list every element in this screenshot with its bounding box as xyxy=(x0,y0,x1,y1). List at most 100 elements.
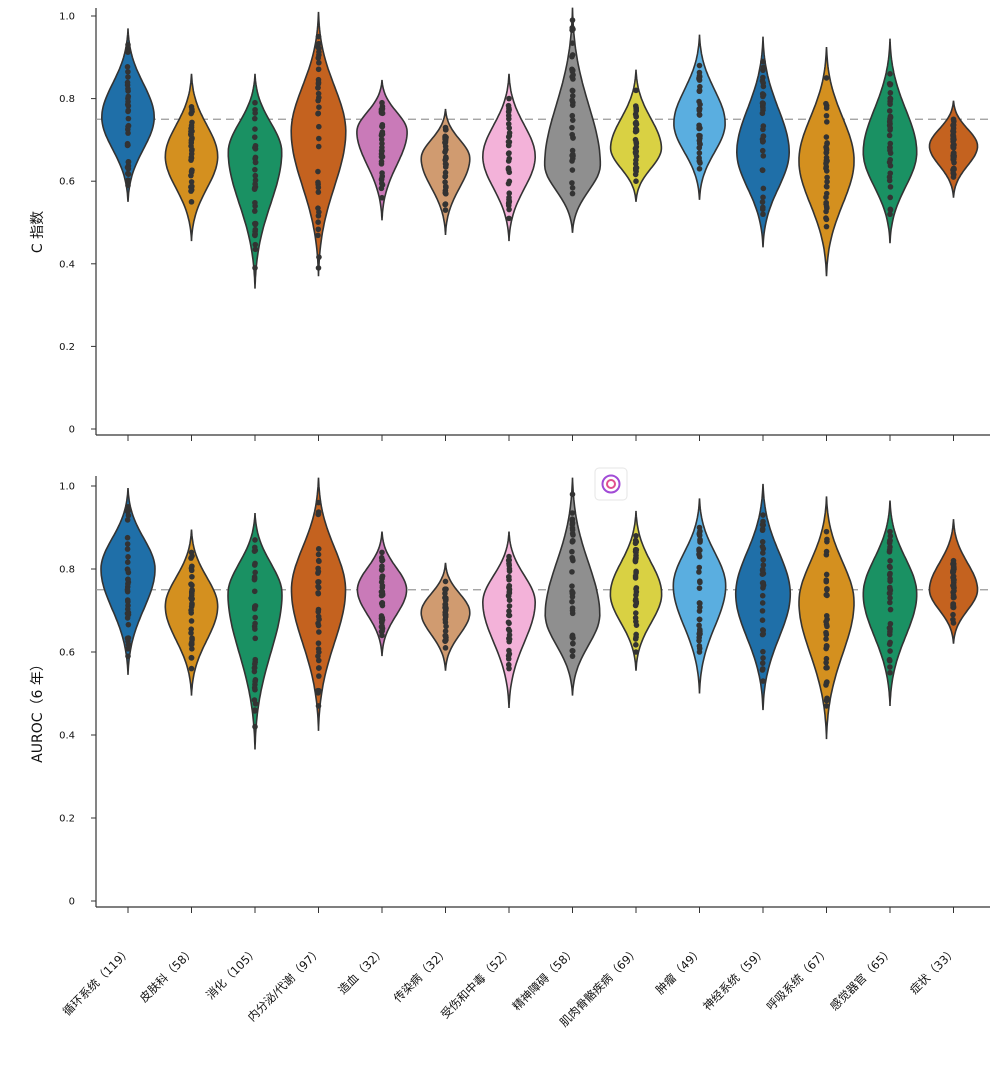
data-point xyxy=(506,116,512,122)
data-point xyxy=(505,180,512,187)
data-point xyxy=(188,607,194,614)
data-point xyxy=(570,590,576,596)
data-point xyxy=(569,653,576,659)
data-point xyxy=(505,166,512,173)
data-point xyxy=(887,576,893,582)
data-point xyxy=(886,656,893,663)
data-point xyxy=(570,153,576,159)
data-point xyxy=(824,679,830,685)
data-point xyxy=(569,180,575,186)
data-point xyxy=(759,566,766,573)
data-point xyxy=(252,635,259,642)
data-point xyxy=(188,104,195,110)
y-tick-label: 0.2 xyxy=(59,342,75,353)
data-point xyxy=(951,588,957,594)
data-point xyxy=(696,649,703,655)
data-point xyxy=(569,569,575,575)
data-point xyxy=(887,620,894,627)
data-point xyxy=(886,641,893,647)
data-point xyxy=(569,40,576,46)
data-point xyxy=(252,626,258,632)
data-point xyxy=(125,122,132,129)
data-point xyxy=(442,616,449,623)
data-point xyxy=(824,538,830,545)
data-point xyxy=(697,604,703,611)
data-point xyxy=(315,622,322,629)
data-point xyxy=(379,99,385,106)
data-point xyxy=(760,512,766,518)
data-point xyxy=(823,703,830,709)
data-point xyxy=(315,546,322,552)
data-point xyxy=(760,138,766,144)
data-point xyxy=(188,199,195,205)
data-point xyxy=(633,622,640,628)
data-point xyxy=(506,125,513,131)
data-point xyxy=(316,59,322,66)
data-point xyxy=(252,603,259,609)
data-point xyxy=(823,636,829,642)
data-point xyxy=(696,585,703,591)
data-point xyxy=(633,586,639,592)
x-tick-label: 呼吸系统（67） xyxy=(764,944,833,1013)
data-point xyxy=(697,160,703,166)
violin xyxy=(100,28,156,202)
data-point xyxy=(379,589,385,596)
data-point xyxy=(697,579,703,586)
data-point xyxy=(125,49,131,55)
data-point xyxy=(379,566,385,573)
data-point xyxy=(887,533,894,539)
data-point xyxy=(823,571,830,578)
data-point xyxy=(443,183,449,190)
data-point xyxy=(506,142,512,149)
data-point xyxy=(315,687,321,694)
data-point xyxy=(570,640,576,647)
y-tick-label: 0.6 xyxy=(59,648,75,659)
data-point xyxy=(569,93,576,99)
data-point xyxy=(887,101,893,107)
data-point xyxy=(823,112,830,119)
data-point xyxy=(759,617,766,623)
data-point xyxy=(950,128,956,134)
data-point xyxy=(124,541,131,547)
data-point xyxy=(887,626,893,633)
data-point xyxy=(633,148,639,155)
data-point xyxy=(696,637,702,644)
data-point xyxy=(188,179,195,185)
data-point xyxy=(887,125,894,131)
data-point xyxy=(632,546,639,553)
data-point xyxy=(252,707,258,713)
data-point xyxy=(125,503,131,510)
data-point xyxy=(887,156,894,163)
data-point xyxy=(125,93,132,100)
data-point xyxy=(696,88,703,94)
data-point xyxy=(188,655,195,661)
data-point xyxy=(315,33,322,40)
data-point xyxy=(442,201,448,208)
data-point xyxy=(442,578,449,585)
c-index-panel: 0 0.2 0.4 0.6 0.8 1.0 C 指数 xyxy=(30,7,990,441)
x-axis-tick-labels: 循环系统（119） 皮肤科（58） 消化（105）内分泌/代谢（97） 造血（32）传… xyxy=(60,944,960,1029)
data-point xyxy=(887,606,894,613)
data-point xyxy=(315,665,322,671)
data-point xyxy=(759,660,766,666)
data-point xyxy=(379,557,385,564)
data-point xyxy=(760,631,767,637)
data-point xyxy=(315,568,322,575)
x-tick-label: 感觉器官（65） xyxy=(827,944,896,1013)
data-point xyxy=(950,557,957,564)
data-point xyxy=(442,136,449,142)
data-point xyxy=(316,49,322,55)
data-point xyxy=(315,79,322,86)
violin xyxy=(609,69,663,202)
data-point xyxy=(633,139,639,145)
data-point xyxy=(633,128,640,134)
data-point xyxy=(251,588,258,595)
data-point xyxy=(696,69,703,76)
data-point xyxy=(251,134,258,140)
data-point xyxy=(315,608,322,615)
data-point xyxy=(887,90,894,96)
x-tick-label: 消化（105） xyxy=(203,944,261,1002)
data-point xyxy=(315,90,322,97)
data-point xyxy=(696,616,703,623)
data-point xyxy=(569,190,576,197)
